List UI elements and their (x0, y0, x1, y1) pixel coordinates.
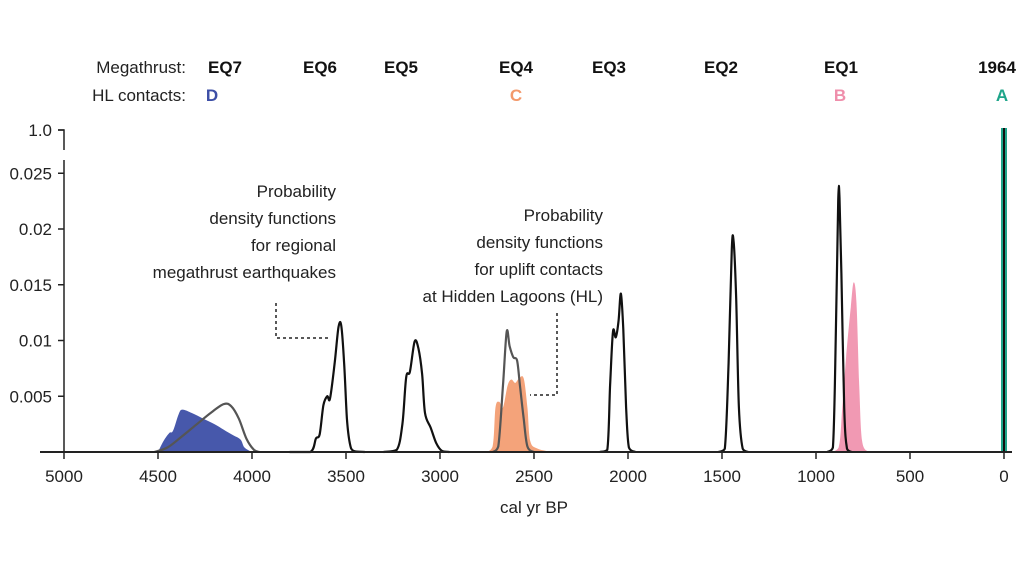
x-tick-label: 4000 (233, 467, 271, 486)
pdf-fill-B (829, 282, 869, 452)
axes: 5000 4500 4000 3500 3000 2500 2000 1500 1000 500 0… (9, 121, 1012, 486)
x-tick-label: 1000 (797, 467, 835, 486)
pdf-line-EQ1 (826, 184, 853, 453)
annotation-text: Probability (257, 182, 337, 201)
megathrust-event-label: EQ6 (303, 58, 337, 77)
hl-contact-label: C (510, 86, 522, 105)
x-tick-label: 1500 (703, 467, 741, 486)
x-tick-label: 3000 (421, 467, 459, 486)
x-tick-label: 2000 (609, 467, 647, 486)
y-tick-label: 0.02 (19, 220, 52, 239)
pdf-line-EQ7 (153, 402, 260, 454)
annotation-leader-hl (530, 313, 558, 396)
pdf-fill-C (485, 376, 553, 452)
annotations: Probability density functions for regional… (153, 182, 604, 396)
megathrust-event-label: EQ7 (208, 58, 242, 77)
y-tick-label: 0.01 (19, 332, 52, 351)
x-axis-label: cal yr BP (500, 498, 568, 517)
x-tick-label: 3500 (327, 467, 365, 486)
megathrust-event-label: EQ4 (499, 58, 534, 77)
x-tick-label: 4500 (139, 467, 177, 486)
megathrust-event-label: EQ5 (384, 58, 418, 77)
megathrust-label: Megathrust: (96, 58, 186, 77)
pdf-fill-D (158, 409, 252, 452)
x-tick-label: 2500 (515, 467, 553, 486)
hl-contact-label: A (996, 86, 1008, 105)
annotation-text: at Hidden Lagoons (HL) (422, 287, 603, 306)
y-tick-label: 0.005 (9, 387, 52, 406)
megathrust-event-label: EQ3 (592, 58, 626, 77)
y-tick-label: 0.015 (9, 276, 52, 295)
y-tick-label: 0.025 (9, 164, 52, 183)
annotation-text: Probability (524, 206, 604, 225)
pdf-line-EQ5 (383, 339, 450, 454)
x-tick-label: 0 (999, 467, 1008, 486)
hl-contacts-label: HL contacts: (92, 86, 186, 105)
annotation-text: for uplift contacts (474, 260, 603, 279)
annotation-leader-regional (275, 303, 328, 339)
megathrust-event-label: 1964 (978, 58, 1016, 77)
y-axis-break-segment (58, 129, 65, 150)
x-tick-label: 5000 (45, 467, 83, 486)
pdf-line-EQ4 (491, 329, 535, 453)
x-tick-label: 500 (896, 467, 924, 486)
annotation-text: density functions (476, 233, 603, 252)
megathrust-event-label: EQ2 (704, 58, 738, 77)
series-layer (153, 128, 1007, 454)
hl-contact-label: B (834, 86, 846, 105)
pdf-line-EQ3 (599, 292, 637, 454)
pdf-line-EQ2 (717, 234, 749, 454)
y-tick-label: 1.0 (28, 121, 52, 140)
pdf-line-EQ6 (289, 320, 365, 454)
hl-contact-label: D (206, 86, 218, 105)
annotation-text: density functions (209, 209, 336, 228)
megathrust-event-label: EQ1 (824, 58, 858, 77)
chart-header: Megathrust: HL contacts: EQ7 EQ6 EQ5 EQ4 EQ3… (92, 58, 1016, 105)
annotation-text: megathrust earthquakes (153, 263, 336, 282)
annotation-text: for regional (251, 236, 336, 255)
